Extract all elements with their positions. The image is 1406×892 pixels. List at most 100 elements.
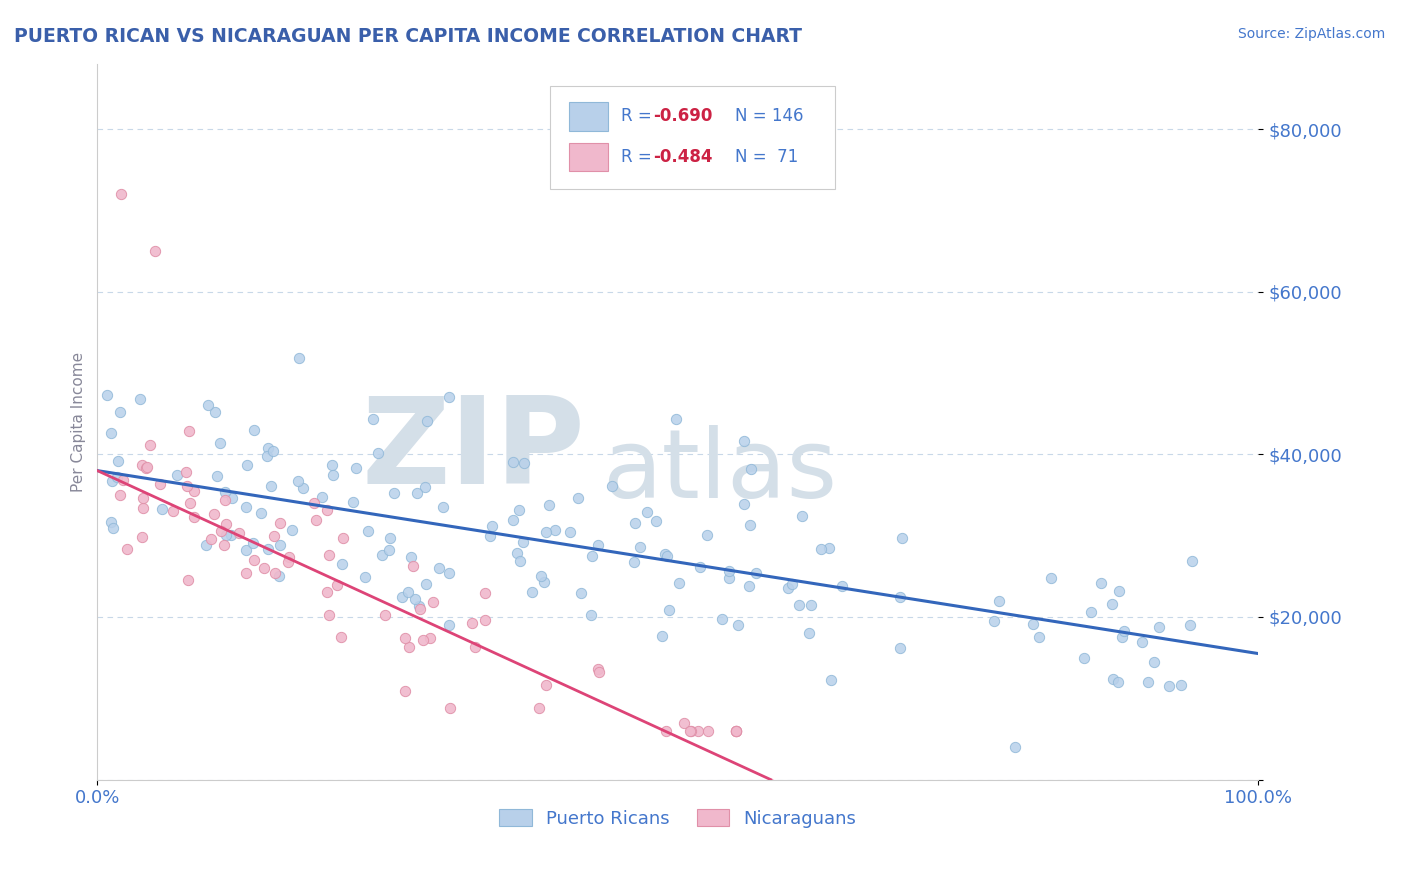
Point: [183, 483, 205, 498]
Point: [522, 585, 544, 599]
Point: [727, 618, 749, 632]
Point: [439, 390, 461, 404]
Point: [378, 531, 401, 545]
Point: [316, 584, 339, 599]
Point: [889, 641, 911, 656]
Point: [215, 528, 238, 542]
Point: [135, 460, 157, 475]
Point: [131, 458, 153, 472]
Point: [588, 665, 610, 679]
Point: [128, 392, 150, 406]
Point: [305, 513, 328, 527]
Point: [1073, 650, 1095, 665]
Point: [1114, 624, 1136, 639]
Point: [214, 484, 236, 499]
Point: [665, 412, 688, 426]
Point: [269, 516, 291, 530]
Point: [628, 540, 651, 554]
Point: [537, 498, 560, 512]
Point: [509, 554, 531, 568]
Point: [110, 405, 132, 419]
Point: [267, 569, 290, 583]
Point: [733, 497, 755, 511]
FancyBboxPatch shape: [568, 143, 609, 171]
Point: [219, 528, 242, 542]
Point: [717, 565, 740, 579]
Point: [107, 454, 129, 468]
Point: [105, 469, 128, 483]
Point: [263, 529, 285, 543]
Point: [371, 548, 394, 562]
Point: [412, 633, 434, 648]
Point: [579, 607, 602, 622]
Point: [569, 586, 592, 600]
Point: [738, 517, 761, 532]
Point: [374, 607, 396, 622]
Point: [697, 723, 720, 738]
Point: [789, 598, 811, 612]
Point: [1137, 674, 1160, 689]
Point: [439, 566, 461, 580]
Point: [195, 539, 218, 553]
Point: [544, 523, 567, 537]
Point: [408, 599, 430, 613]
Text: N =  71: N = 71: [735, 148, 799, 166]
Point: [1022, 616, 1045, 631]
Point: [252, 561, 274, 575]
Point: [439, 701, 461, 715]
Point: [235, 543, 257, 558]
Point: [329, 631, 352, 645]
Point: [110, 187, 132, 202]
Point: [474, 586, 496, 600]
Point: [889, 591, 911, 605]
Point: [200, 532, 222, 546]
Point: [112, 473, 135, 487]
Point: [242, 423, 264, 437]
Point: [508, 503, 530, 517]
Point: [733, 434, 755, 448]
Point: [287, 475, 309, 489]
Point: [344, 461, 367, 475]
Point: [1090, 575, 1112, 590]
Point: [810, 542, 832, 557]
Point: [207, 468, 229, 483]
Point: [536, 678, 558, 692]
Point: [800, 599, 823, 613]
Point: [236, 458, 259, 472]
Point: [406, 486, 429, 500]
Point: [332, 531, 354, 545]
Point: [378, 543, 401, 558]
Point: [460, 616, 482, 631]
Point: [292, 481, 315, 495]
Text: atlas: atlas: [602, 425, 838, 518]
Point: [322, 467, 344, 482]
Point: [409, 602, 432, 616]
Point: [398, 640, 420, 655]
Point: [560, 524, 582, 539]
Point: [817, 541, 839, 555]
Point: [530, 569, 553, 583]
Point: [177, 573, 200, 587]
Point: [1107, 675, 1129, 690]
Legend: Puerto Ricans, Nicaraguans: Puerto Ricans, Nicaraguans: [492, 802, 863, 835]
Point: [422, 595, 444, 609]
Point: [581, 549, 603, 564]
Point: [1101, 597, 1123, 611]
FancyBboxPatch shape: [568, 102, 609, 130]
Point: [1181, 554, 1204, 568]
Point: [394, 631, 416, 645]
Point: [1028, 630, 1050, 644]
Point: [600, 479, 623, 493]
FancyBboxPatch shape: [550, 86, 835, 189]
Point: [1149, 620, 1171, 634]
Point: [100, 426, 122, 441]
Point: [432, 500, 454, 515]
Point: [363, 412, 385, 426]
Point: [679, 723, 702, 738]
Point: [404, 592, 426, 607]
Point: [513, 456, 536, 470]
Point: [262, 444, 284, 458]
Point: [401, 549, 423, 564]
Point: [718, 571, 741, 585]
Point: [790, 509, 813, 524]
